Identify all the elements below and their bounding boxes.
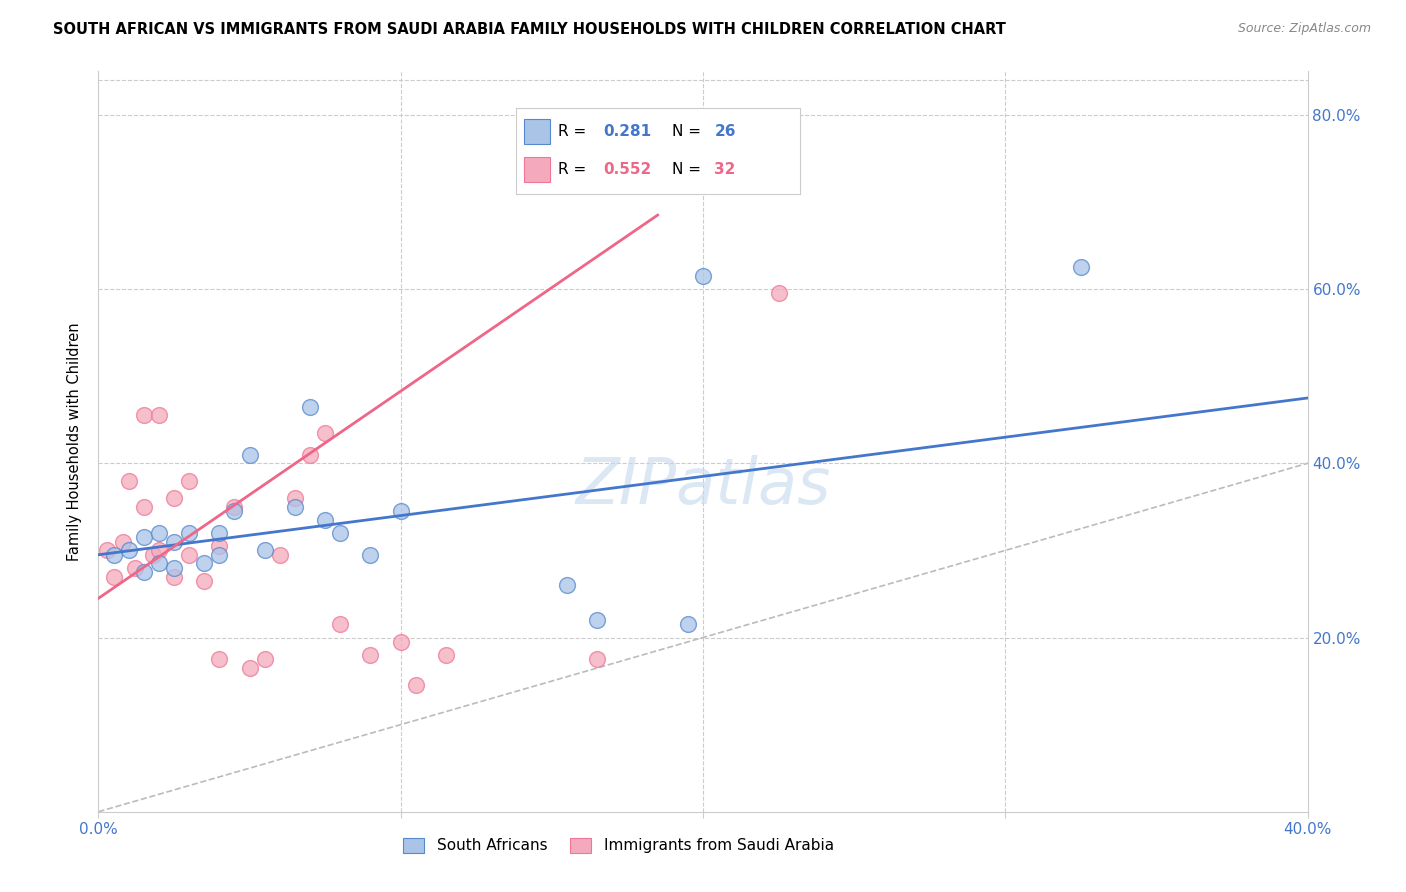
Point — [284, 491, 307, 505]
Point — [208, 526, 231, 541]
Point — [224, 500, 246, 514]
Point — [555, 578, 578, 592]
Point — [389, 635, 412, 649]
Point — [329, 617, 352, 632]
Point — [179, 548, 201, 562]
Y-axis label: Family Households with Children: Family Households with Children — [67, 322, 83, 561]
Point — [96, 543, 118, 558]
Point — [314, 513, 336, 527]
Point — [586, 652, 609, 666]
Point — [148, 409, 170, 423]
Point — [676, 617, 699, 632]
Point — [1070, 260, 1092, 275]
Point — [239, 448, 262, 462]
Point — [118, 474, 141, 488]
Point — [103, 548, 125, 562]
Point — [208, 652, 231, 666]
Point — [208, 539, 231, 553]
Point — [132, 500, 155, 514]
Point — [586, 613, 609, 627]
Point — [224, 504, 246, 518]
Point — [269, 548, 291, 562]
Point — [148, 543, 170, 558]
Point — [132, 409, 155, 423]
Point — [124, 561, 146, 575]
Point — [314, 425, 336, 440]
Point — [193, 557, 215, 571]
Text: SOUTH AFRICAN VS IMMIGRANTS FROM SAUDI ARABIA FAMILY HOUSEHOLDS WITH CHILDREN CO: SOUTH AFRICAN VS IMMIGRANTS FROM SAUDI A… — [53, 22, 1007, 37]
Point — [253, 543, 276, 558]
Point — [142, 548, 165, 562]
Point — [768, 286, 790, 301]
Point — [676, 173, 699, 187]
Point — [208, 548, 231, 562]
Point — [360, 548, 382, 562]
Point — [163, 491, 186, 505]
Point — [193, 574, 215, 588]
Point — [132, 565, 155, 579]
Point — [103, 569, 125, 583]
Point — [434, 648, 457, 662]
Point — [163, 561, 186, 575]
Point — [239, 661, 262, 675]
Text: Source: ZipAtlas.com: Source: ZipAtlas.com — [1237, 22, 1371, 36]
Point — [299, 400, 322, 414]
Point — [692, 268, 714, 283]
Point — [389, 504, 412, 518]
Point — [179, 474, 201, 488]
Point — [405, 678, 427, 692]
Point — [179, 526, 201, 541]
Point — [253, 652, 276, 666]
Point — [148, 526, 170, 541]
Point — [132, 530, 155, 544]
Point — [163, 534, 186, 549]
Point — [163, 569, 186, 583]
Legend: South Africans, Immigrants from Saudi Arabia: South Africans, Immigrants from Saudi Ar… — [396, 831, 839, 860]
Point — [299, 448, 322, 462]
Point — [118, 543, 141, 558]
Point — [148, 557, 170, 571]
Point — [329, 526, 352, 541]
Point — [360, 648, 382, 662]
Point — [111, 534, 134, 549]
Text: ZIPatlas: ZIPatlas — [575, 455, 831, 517]
Point — [284, 500, 307, 514]
